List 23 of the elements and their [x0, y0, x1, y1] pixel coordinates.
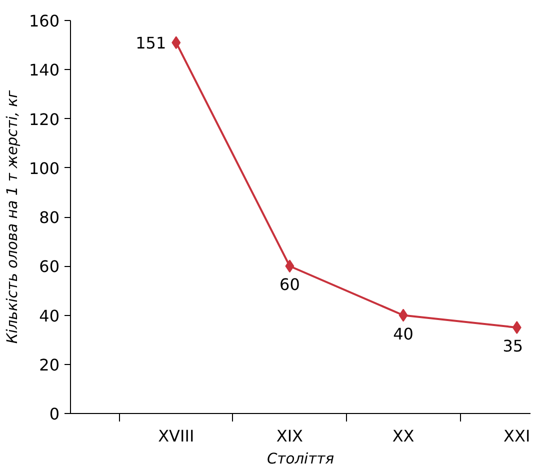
- data-label: 60: [280, 275, 300, 294]
- y-tick-label: 160: [28, 12, 60, 30]
- y-tick-label: 120: [28, 110, 60, 129]
- point: [512, 321, 522, 334]
- y-tick-label: 60: [39, 257, 60, 276]
- x-tick-label: XX: [392, 426, 414, 446]
- point: [398, 308, 408, 322]
- data-label: 151: [136, 34, 166, 53]
- data-label: 35: [502, 336, 524, 356]
- point: [285, 260, 294, 273]
- y-tick-label: 20: [39, 355, 60, 374]
- y-tick-label: 40: [39, 306, 60, 326]
- y-axis-title: Кількість олова на 1 т жерсті, кг: [4, 90, 21, 344]
- x-tick-label: XIX: [276, 426, 304, 446]
- y-tick-label: 0: [49, 404, 60, 424]
- y-tick-label: 140: [28, 60, 60, 80]
- point: [172, 36, 181, 50]
- x-tick-label: XVIII: [158, 426, 194, 446]
- x-tick-label: XXI: [504, 426, 530, 446]
- x-axis-title: Століття: [266, 450, 334, 468]
- data-label: 40: [393, 324, 414, 344]
- y-tick-label: 80: [39, 208, 60, 227]
- y-tick-label: 100: [28, 158, 60, 178]
